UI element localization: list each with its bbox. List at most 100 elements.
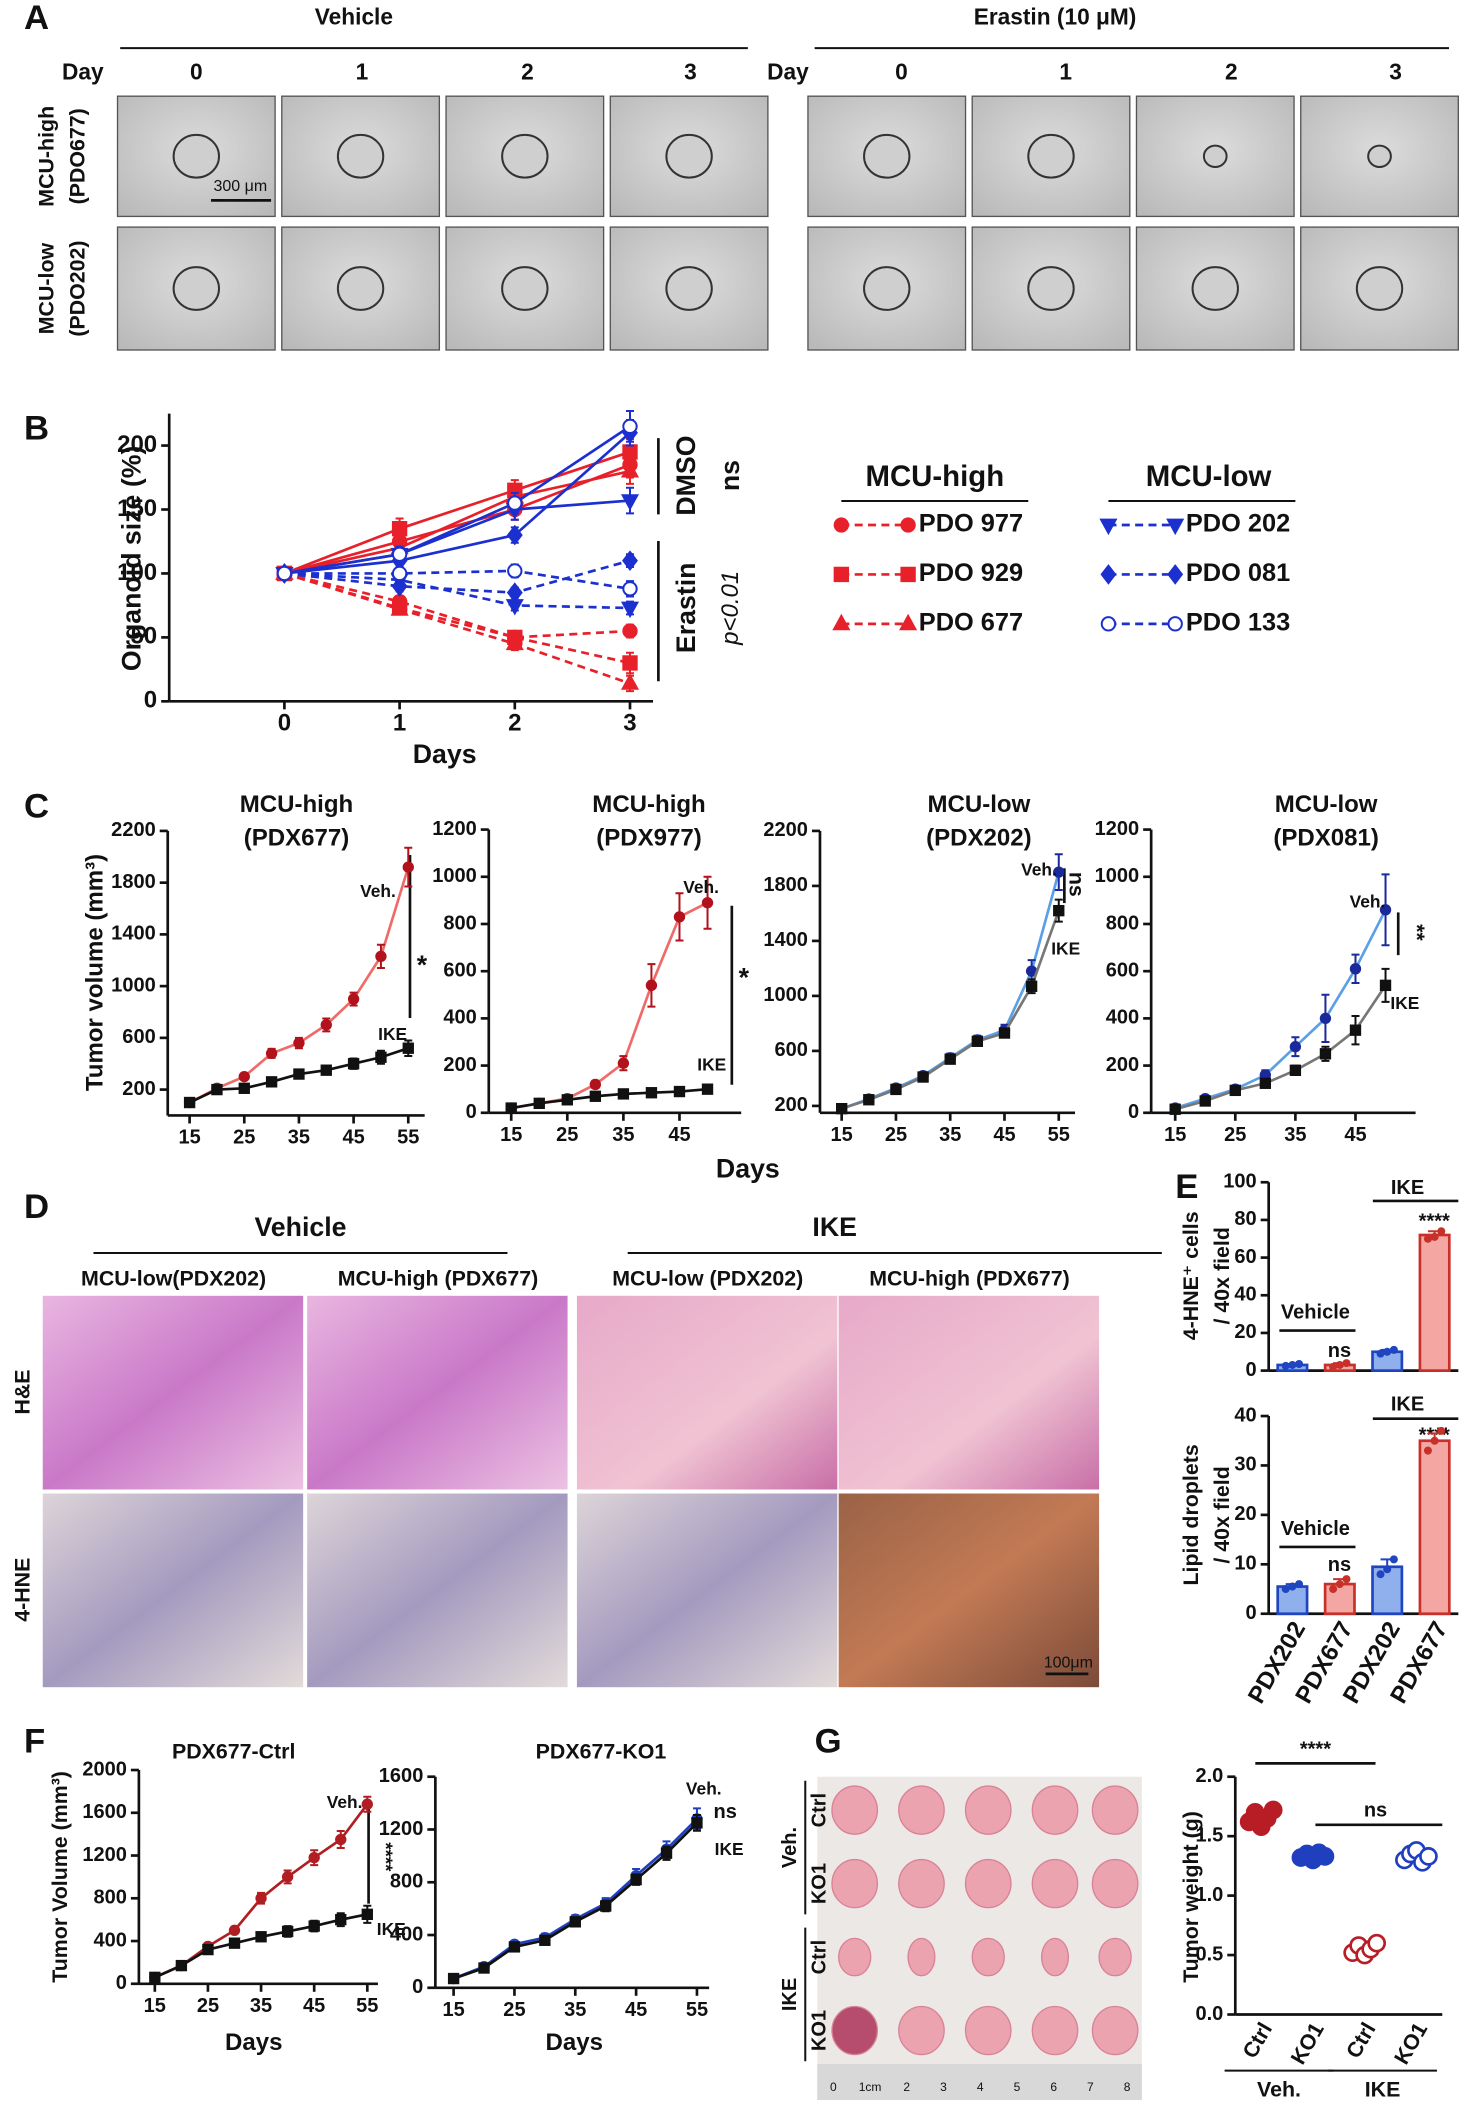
tumor [1031,2005,1079,2056]
y-tick-label: 1800 [763,874,808,896]
legend-marker [1099,518,1118,536]
marker [1025,980,1038,992]
data-point [1335,1580,1344,1589]
organoid [1367,144,1392,168]
marker [620,461,640,478]
ruler-label: 0 [830,2080,837,2094]
x-tick-label: 35 [612,1124,634,1146]
x-tick-label: 45 [993,1124,1015,1146]
x-tick-label: 55 [1048,1124,1070,1146]
row-label: MCU-high [35,106,59,207]
y-tick-label: 1600 [82,1801,127,1823]
row-label: 4-HNE [11,1558,35,1622]
histology-image [576,1295,838,1490]
y-tick-label: 1000 [763,984,808,1006]
ruler [817,2063,1142,2100]
marker [507,495,523,511]
group-label: Vehicle [315,4,393,30]
series-line [841,910,1061,1110]
ruler-label: 3 [940,2080,947,2094]
x-tick-label: 55 [397,1126,419,1148]
legend-marker [1100,564,1117,585]
marker [507,563,523,579]
marker [622,581,638,597]
x-axis-label: Days [225,2029,282,2056]
y-axis-label: / 40x field [1210,1466,1234,1563]
annotation: * [417,950,428,980]
data-point [1430,1436,1439,1445]
data-point [1383,1565,1392,1574]
marker [506,582,523,603]
marker [238,1082,250,1094]
x-tick-label: Ctrl [1341,2019,1380,2063]
histology-image [42,1295,304,1490]
y-tick-label: 100 [117,559,157,586]
y-tick-label: 1800 [111,871,156,893]
y-axis-label: Tumor Volume (mm³) [48,1771,72,1983]
legend-label: PDO 977 [919,510,1023,538]
marker [361,1908,373,1920]
histology-image [838,1493,1100,1688]
histology-image [576,1493,838,1688]
panel-letter: F [24,1722,45,1760]
x-tick-label: 45 [1344,1124,1366,1146]
marker [1259,1077,1272,1089]
marker [1289,1064,1302,1076]
marker [293,1068,305,1080]
y-tick-label: 20 [1234,1321,1256,1343]
marker [998,1027,1011,1039]
y-tick-label: 20 [1234,1503,1256,1525]
tumor [964,1785,1012,1835]
marker [361,1798,373,1810]
ruler-label: 6 [1050,2080,1057,2094]
ruler-label: 8 [1124,2080,1131,2094]
histology-image [838,1295,1100,1490]
marker [390,599,409,616]
x-tick-label: KO1 [1390,2018,1433,2068]
y-tick-label: 0 [466,1101,477,1123]
marker [1053,866,1065,878]
group-label: IKE [779,1978,801,2011]
y-tick-label: 0 [1128,1101,1139,1123]
data-point [1423,1234,1432,1243]
ruler-label: 2 [903,2080,910,2094]
marker [1229,1084,1241,1097]
y-tick-label: 600 [775,1039,808,1061]
data-point [1315,1847,1335,1866]
marker [589,1090,602,1102]
marker [402,861,414,873]
series-line [1174,909,1387,1110]
y-axis-label: 4-HNE⁺ cells [1179,1211,1203,1340]
marker [447,1972,460,1985]
marker [1379,904,1392,916]
y-tick-label: 800 [390,1871,423,1893]
annotation: DMSO [671,436,701,516]
y-tick-label: 1000 [432,865,477,887]
marker [238,1070,250,1083]
marker [1319,1012,1332,1025]
x-tick-label: 25 [1224,1124,1246,1146]
marker [508,1941,521,1953]
scale-label: 300 μm [214,177,268,195]
group-label: Veh. [1257,2077,1301,2100]
tumor [1091,1858,1139,1909]
data-point [1376,1570,1385,1579]
marker [308,1920,320,1932]
marker [391,575,408,597]
marker [660,1847,673,1859]
marker [375,950,387,963]
marker [293,1037,305,1049]
series-line [284,572,631,610]
annotation: **** [376,1842,397,1872]
marker [1053,904,1065,917]
y-tick-label: 400 [390,1923,423,1945]
series-label: Veh. [683,877,719,897]
marker [276,565,293,582]
x-tick-label: 15 [500,1124,522,1146]
annotation: **** [1300,1738,1331,1760]
marker [391,546,408,562]
marker [1319,1048,1332,1060]
marker [255,1892,267,1904]
annotation: * [739,962,750,992]
